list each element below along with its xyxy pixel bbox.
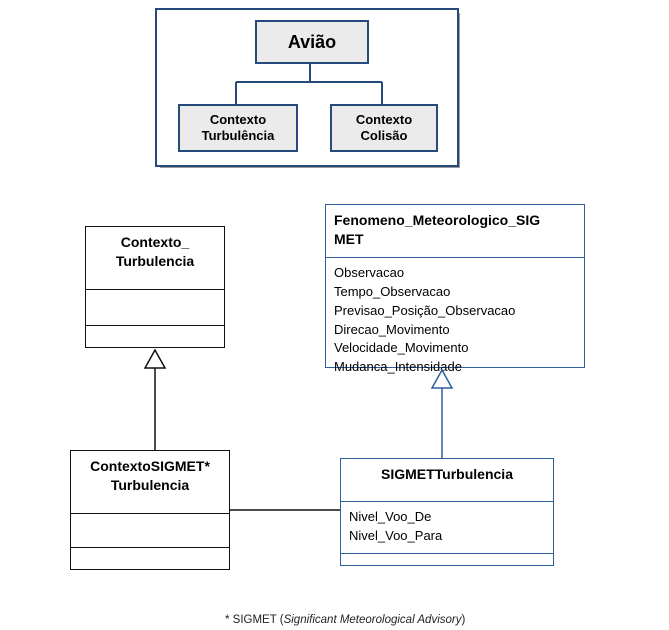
- ctx-col-node: Contexto Colisão: [330, 104, 438, 152]
- class-sigmet-turbulencia-ops: [341, 553, 553, 577]
- aviao-node: Avião: [255, 20, 369, 64]
- class-fenomeno-title: Fenomeno_Meteorologico_SIG MET: [326, 205, 584, 257]
- class-sigmet-turbulencia-attrs: Nivel_Voo_De Nivel_Voo_Para: [341, 501, 553, 553]
- class-contexto-sigmet-attrs: [71, 513, 229, 547]
- class-fenomeno: Fenomeno_Meteorologico_SIG MET Observaca…: [325, 204, 585, 368]
- class-sigmet-turbulencia: SIGMETTurbulencia Nivel_Voo_De Nivel_Voo…: [340, 458, 554, 566]
- aviao-label: Avião: [282, 29, 342, 56]
- class-contexto-sigmet: ContextoSIGMET* Turbulencia: [70, 450, 230, 570]
- footnote-prefix: * SIGMET (: [225, 614, 284, 626]
- fenomeno-attr: Velocidade_Movimento: [334, 339, 576, 358]
- class-sigmet-turbulencia-title-text: SIGMETTurbulencia: [381, 466, 513, 482]
- ctx-col-label: Contexto Colisão: [350, 110, 418, 147]
- class-contexto-sigmet-ops: [71, 547, 229, 581]
- footnote: * SIGMET (Significant Meteorological Adv…: [225, 614, 465, 626]
- ctx-turb-label-l1: Contexto: [210, 112, 266, 127]
- ctx-col-label-l1: Contexto: [356, 112, 412, 127]
- sigmet-turb-attr: Nivel_Voo_Para: [349, 527, 545, 546]
- fenomeno-attr: Tempo_Observacao: [334, 283, 576, 302]
- sigmet-turb-attr: Nivel_Voo_De: [349, 508, 545, 527]
- ctx-turb-label: Contexto Turbulência: [196, 110, 281, 147]
- class-contexto-sigmet-title-l2: Turbulencia: [111, 477, 189, 493]
- generalization-left: [145, 350, 165, 450]
- class-contexto-sigmet-title: ContextoSIGMET* Turbulencia: [71, 451, 229, 513]
- fenomeno-attr: Direcao_Movimento: [334, 321, 576, 340]
- class-contexto-turbulencia-title-l1: Contexto_: [121, 234, 189, 250]
- fenomeno-attr: Observacao: [334, 264, 576, 283]
- diagram-canvas: Avião Contexto Turbulência Contexto Coli…: [0, 0, 669, 630]
- class-fenomeno-attrs: Observacao Tempo_Observacao Previsao_Pos…: [326, 257, 584, 379]
- generalization-right: [432, 370, 452, 458]
- class-contexto-turbulencia-title-l2: Turbulencia: [116, 253, 194, 269]
- footnote-ital: Significant Meteorological Advisory: [284, 614, 462, 626]
- class-contexto-turbulencia-title: Contexto_ Turbulencia: [86, 227, 224, 289]
- footnote-suffix: ): [462, 614, 466, 626]
- fenomeno-attr: Mudanca_Intensidade: [334, 358, 576, 377]
- fenomeno-attr: Previsao_Posição_Observacao: [334, 302, 576, 321]
- ctx-turb-node: Contexto Turbulência: [178, 104, 298, 152]
- ctx-col-label-l2: Colisão: [361, 128, 408, 143]
- class-contexto-turbulencia-attrs: [86, 289, 224, 325]
- class-fenomeno-title-l2: MET: [334, 231, 364, 247]
- class-sigmet-turbulencia-title: SIGMETTurbulencia: [341, 459, 553, 501]
- class-fenomeno-title-l1: Fenomeno_Meteorologico_SIG: [334, 212, 540, 228]
- class-contexto-sigmet-title-l1: ContextoSIGMET*: [90, 458, 210, 474]
- class-contexto-turbulencia-ops: [86, 325, 224, 359]
- ctx-turb-label-l2: Turbulência: [202, 128, 275, 143]
- class-contexto-turbulencia: Contexto_ Turbulencia: [85, 226, 225, 348]
